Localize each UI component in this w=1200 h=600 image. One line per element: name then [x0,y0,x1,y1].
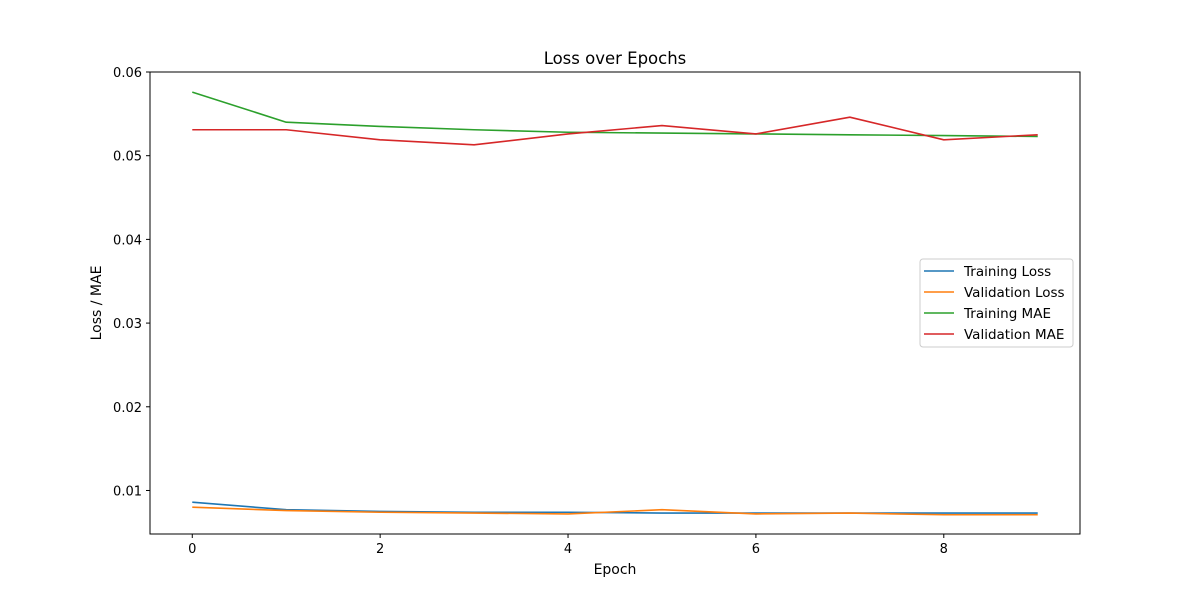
plot-frame [149,71,1081,535]
y-tick-label: 0.06 [113,66,142,81]
legend: Training Loss Validation Loss Training MAE… [919,258,1074,348]
x-tick-label: 4 [564,542,572,557]
series-line-validation-mae [192,116,1038,146]
series-line-validation-loss [192,506,1038,516]
axis-ticks: 0 2 4 6 8 0.01 0.02 0.03 0.04 0.05 0.06 [113,66,948,557]
x-tick-label: 8 [940,542,948,557]
y-axis-label: Loss / MAE [89,266,105,341]
legend-label: Training MAE [963,306,1051,322]
legend-box [919,258,1074,348]
plot-area [192,91,1038,516]
y-tick-label: 0.03 [113,317,142,332]
x-tick-label: 0 [188,542,196,557]
x-tick-label: 2 [376,542,384,557]
y-tick-label: 0.02 [113,401,142,416]
y-tick-label: 0.04 [113,233,142,248]
legend-label: Validation Loss [964,285,1065,301]
series-line-training-mae [192,91,1038,138]
y-tick-label: 0.01 [113,484,142,499]
legend-label: Training Loss [963,264,1051,280]
chart-title: Loss over Epochs [544,49,687,68]
x-axis-label: Epoch [594,562,637,578]
y-tick-label: 0.05 [113,150,142,165]
series-line-training-loss [192,501,1038,514]
x-tick-label: 6 [752,542,760,557]
legend-label: Validation MAE [964,327,1064,343]
